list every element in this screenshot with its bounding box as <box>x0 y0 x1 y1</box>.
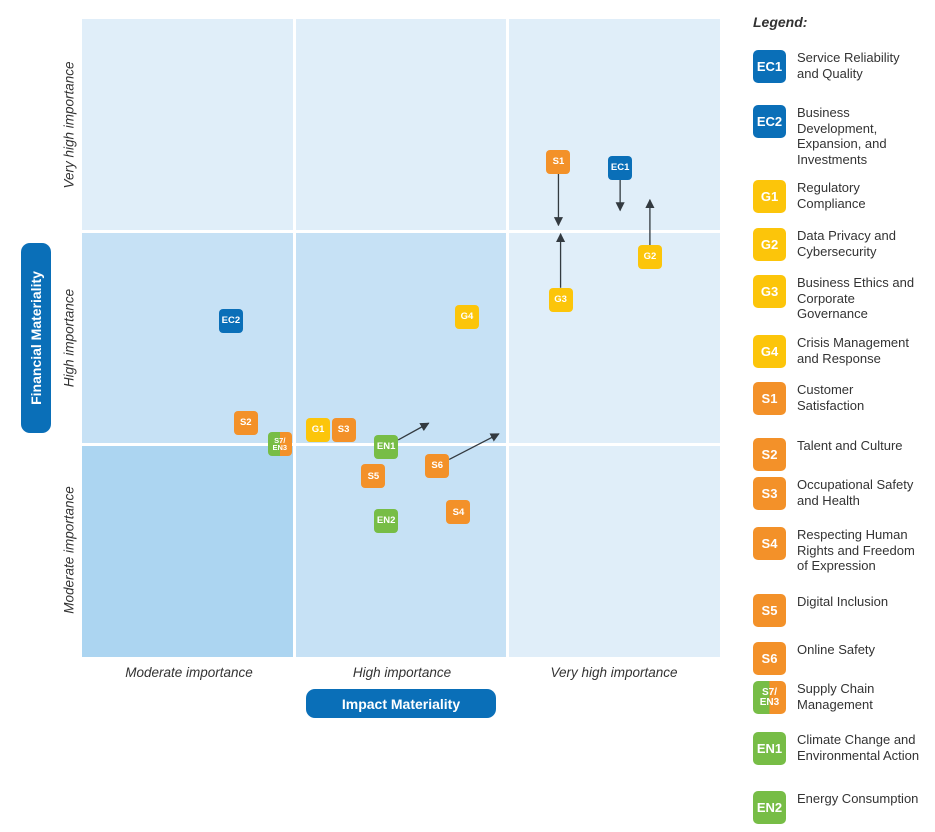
matrix-cell <box>296 233 506 443</box>
marker-label: G1 <box>311 423 325 435</box>
legend-label: Business Development, Expansion, and Inv… <box>797 105 887 167</box>
y-axis-title: Financial Materiality <box>21 243 51 433</box>
legend-item-g2: G2 Data Privacy and Cybersecurity <box>753 228 922 261</box>
marker-label: S7/EN3 <box>272 435 288 453</box>
legend-title: Legend: <box>753 14 808 30</box>
legend-swatch: S1 <box>753 382 786 415</box>
marker-s2: S2 <box>233 411 258 436</box>
legend-item-s1: S1 Customer Satisfaction <box>753 382 922 415</box>
legend-swatch: S3 <box>753 477 786 510</box>
marker-label: EC2 <box>221 315 241 327</box>
legend-swatch: S7/EN3 <box>753 681 786 714</box>
legend-label: Respecting Human Rights and Freedom of E… <box>797 527 915 573</box>
matrix-cell <box>508 233 721 443</box>
legend-swatch: S2 <box>753 438 786 471</box>
marker-ec2: EC2 <box>218 309 243 334</box>
legend-item-g4: G4 Crisis Management and Response <box>753 335 922 368</box>
y-tick-moderate: Moderate importance <box>61 486 77 614</box>
legend-swatch: G1 <box>753 180 786 213</box>
marker-s6: S6 <box>425 453 450 478</box>
marker-s4: S4 <box>446 500 471 525</box>
legend-label: Crisis Management and Response <box>797 335 909 366</box>
legend-label: Data Privacy and Cybersecurity <box>797 228 896 259</box>
x-axis-title: Impact Materiality <box>306 689 496 718</box>
x-tick-moderate: Moderate importance <box>125 665 253 680</box>
legend-label: Service Reliability and Quality <box>797 50 900 81</box>
legend-item-en1: EN1 Climate Change and Environmental Acti… <box>753 732 922 765</box>
marker-label: G2 <box>643 251 657 263</box>
legend-item-s3: S3 Occupational Safety and Health <box>753 477 922 510</box>
marker-s1: S1 <box>546 149 571 174</box>
legend-item-s4: S4 Respecting Human Rights and Freedom of… <box>753 527 922 574</box>
legend-label: Regulatory Compliance <box>797 180 866 211</box>
marker-label: S6 <box>431 459 444 471</box>
legend-label: Occupational Safety and Health <box>797 477 914 508</box>
marker-label: S3 <box>337 423 350 435</box>
marker-label: EC1 <box>610 162 630 174</box>
matrix-cell <box>296 19 506 231</box>
legend-swatch: G4 <box>753 335 786 368</box>
y-tick-very-high: Very high importance <box>61 61 77 189</box>
legend-swatch: S5 <box>753 594 786 627</box>
x-tick-very-high: Very high importance <box>550 665 678 680</box>
marker-en2: EN2 <box>374 508 399 533</box>
marker-label: S5 <box>367 470 380 482</box>
marker-en1: EN1 <box>374 434 399 459</box>
legend-label: Online Safety <box>797 642 876 657</box>
legend-item-g3: G3 Business Ethics and Corporate Governan… <box>753 275 922 322</box>
marker-label: G3 <box>554 294 567 305</box>
matrix-cell <box>296 445 506 658</box>
legend: Legend: EC1 Service Reliability and Quali… <box>753 14 933 824</box>
x-axis-title-text: Impact Materiality <box>341 695 461 712</box>
legend-item-en2: EN2 Energy Consumption <box>753 791 922 824</box>
legend-label: Supply Chain Management <box>797 681 875 712</box>
legend-label: Digital Inclusion <box>797 594 889 609</box>
marker-g2: G2 <box>637 245 662 270</box>
marker-label: S1 <box>552 155 565 167</box>
legend-item-s7-en3: S7/EN3 Supply Chain Management <box>753 681 922 714</box>
marker-s7-en3: S7/EN3 <box>267 432 292 457</box>
legend-swatch: EN1 <box>753 732 786 765</box>
marker-label: EN1 <box>376 440 396 452</box>
matrix-cell <box>82 445 294 658</box>
legend-item-s5: S5 Digital Inclusion <box>753 594 922 627</box>
matrix-cell <box>508 445 721 658</box>
marker-g3: G3 <box>548 287 573 312</box>
legend-item-ec1: EC1 Service Reliability and Quality <box>753 50 922 83</box>
marker-label: S4 <box>452 506 465 518</box>
legend-swatch: S4 <box>753 527 786 560</box>
marker-g4: G4 <box>454 304 479 329</box>
legend-label: Business Ethics and Corporate Governance <box>797 275 915 321</box>
legend-item-s6: S6 Online Safety <box>753 642 922 675</box>
matrix-cell <box>82 233 294 443</box>
marker-label: G4 <box>460 311 474 323</box>
marker-label: S2 <box>239 417 252 429</box>
legend-item-s2: S2 Talent and Culture <box>753 438 922 471</box>
matrix-cell <box>82 19 294 231</box>
legend-label: Energy Consumption <box>797 791 919 806</box>
marker-ec1: EC1 <box>608 155 633 180</box>
marker-g1: G1 <box>306 417 331 442</box>
marker-s5: S5 <box>361 464 386 489</box>
legend-swatch: G3 <box>753 275 786 308</box>
legend-swatch: G2 <box>753 228 786 261</box>
x-tick-high: High importance <box>352 665 452 680</box>
legend-swatch: EC1 <box>753 50 786 83</box>
legend-label: Customer Satisfaction <box>797 382 865 413</box>
matrix-cell <box>508 19 721 231</box>
y-axis-title-text: Financial Materiality <box>28 271 45 405</box>
legend-swatch: EN2 <box>753 791 786 824</box>
legend-label: Talent and Culture <box>797 438 903 453</box>
legend-swatch: S6 <box>753 642 786 675</box>
legend-label: Climate Change and Environmental Action <box>797 732 920 763</box>
y-tick-high: High importance <box>61 288 77 388</box>
legend-swatch: EC2 <box>753 105 786 138</box>
marker-label: EN2 <box>376 515 396 527</box>
legend-item-ec2: EC2 Business Development, Expansion, and … <box>753 105 922 167</box>
marker-s3: S3 <box>331 417 356 442</box>
legend-item-g1: G1 Regulatory Compliance <box>753 180 922 213</box>
